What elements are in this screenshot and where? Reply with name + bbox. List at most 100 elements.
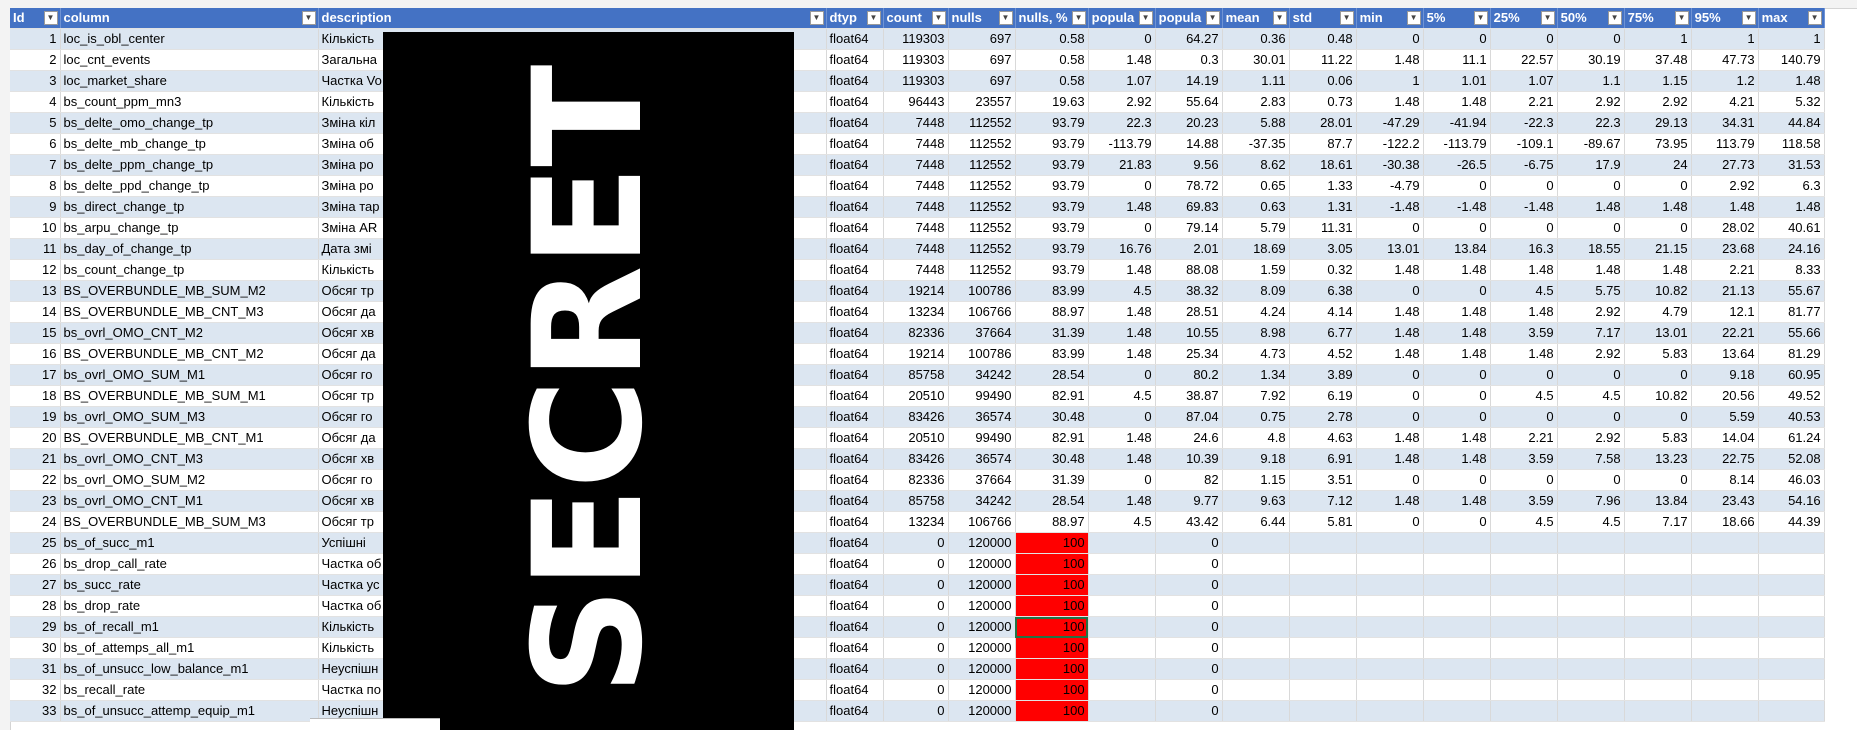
table-cell[interactable]: 1.48 bbox=[1088, 448, 1156, 470]
table-cell[interactable]: 1.15 bbox=[1624, 70, 1692, 92]
table-cell[interactable] bbox=[1088, 532, 1156, 554]
table-cell[interactable] bbox=[1691, 616, 1759, 638]
table-cell[interactable]: 0 bbox=[1557, 469, 1625, 491]
table-cell[interactable]: 12.1 bbox=[1691, 301, 1759, 323]
table-cell[interactable]: bs_ovrl_OMO_SUM_M1 bbox=[60, 364, 319, 386]
table-cell[interactable] bbox=[1356, 637, 1424, 659]
table-cell[interactable]: -113.79 bbox=[1423, 133, 1491, 155]
table-cell[interactable] bbox=[1758, 595, 1825, 617]
table-cell[interactable]: 1.07 bbox=[1088, 70, 1156, 92]
table-cell[interactable]: 0 bbox=[1088, 364, 1156, 386]
table-cell[interactable]: 22.57 bbox=[1490, 49, 1558, 71]
table-cell[interactable]: 112552 bbox=[948, 217, 1016, 239]
table-cell[interactable]: 0 bbox=[1423, 217, 1491, 239]
table-cell[interactable]: 54.16 bbox=[1758, 490, 1825, 512]
table-cell[interactable]: 13.01 bbox=[1624, 322, 1692, 344]
table-cell[interactable]: 0 bbox=[1088, 175, 1156, 197]
filter-dropdown-icon[interactable]: ▼ bbox=[998, 11, 1013, 25]
table-cell[interactable]: 13234 bbox=[883, 301, 949, 323]
table-cell[interactable]: 9.18 bbox=[1691, 364, 1759, 386]
table-cell[interactable]: 36574 bbox=[948, 406, 1016, 428]
table-cell[interactable]: 0 bbox=[883, 700, 949, 722]
table-cell[interactable]: 0 bbox=[1155, 658, 1223, 680]
table-cell[interactable]: bs_delte_ppd_change_tp bbox=[60, 175, 319, 197]
table-cell[interactable]: BS_OVERBUNDLE_MB_CNT_M2 bbox=[60, 343, 319, 365]
table-cell[interactable]: 1.48 bbox=[1691, 196, 1759, 218]
table-cell[interactable]: 11.22 bbox=[1289, 49, 1357, 71]
table-cell[interactable]: 2.21 bbox=[1490, 427, 1558, 449]
table-cell[interactable]: bs_of_unsucc_low_balance_m1 bbox=[60, 658, 319, 680]
table-cell[interactable]: float64 bbox=[826, 679, 884, 701]
table-cell[interactable]: 0 bbox=[1423, 175, 1491, 197]
table-cell[interactable] bbox=[1088, 637, 1156, 659]
table-cell[interactable]: 0 bbox=[1155, 700, 1223, 722]
table-cell[interactable]: 40.53 bbox=[1758, 406, 1825, 428]
table-cell[interactable]: 80.2 bbox=[1155, 364, 1223, 386]
table-cell[interactable]: BS_OVERBUNDLE_MB_SUM_M3 bbox=[60, 511, 319, 533]
table-cell[interactable]: 22.75 bbox=[1691, 448, 1759, 470]
table-cell[interactable]: 4.73 bbox=[1222, 343, 1290, 365]
table-cell[interactable] bbox=[1691, 700, 1759, 722]
table-cell[interactable]: -1.48 bbox=[1356, 196, 1424, 218]
column-header[interactable]: dtyp ▼ bbox=[826, 8, 884, 29]
table-cell[interactable] bbox=[1423, 679, 1491, 701]
table-cell[interactable]: 3.59 bbox=[1490, 490, 1558, 512]
table-cell[interactable]: 112552 bbox=[948, 238, 1016, 260]
table-cell[interactable]: 1.48 bbox=[1356, 490, 1424, 512]
table-cell[interactable]: 0.3 bbox=[1155, 49, 1223, 71]
table-cell[interactable]: 24.6 bbox=[1155, 427, 1223, 449]
table-cell[interactable]: 37664 bbox=[948, 469, 1016, 491]
table-cell[interactable]: loc_is_obl_center bbox=[60, 28, 319, 50]
table-cell[interactable]: float64 bbox=[826, 133, 884, 155]
table-cell[interactable]: 23.68 bbox=[1691, 238, 1759, 260]
table-cell[interactable]: 31.39 bbox=[1015, 469, 1089, 491]
table-cell[interactable]: 0 bbox=[1490, 217, 1558, 239]
table-cell[interactable]: 2.01 bbox=[1155, 238, 1223, 260]
table-cell[interactable]: 69.83 bbox=[1155, 196, 1223, 218]
table-cell[interactable]: float64 bbox=[826, 154, 884, 176]
table-cell[interactable]: 2.83 bbox=[1222, 91, 1290, 113]
table-cell[interactable]: 4 bbox=[10, 91, 61, 113]
table-cell[interactable]: 47.73 bbox=[1691, 49, 1759, 71]
table-cell[interactable] bbox=[1758, 658, 1825, 680]
table-cell[interactable]: 5.83 bbox=[1624, 427, 1692, 449]
table-cell[interactable]: 10 bbox=[10, 217, 61, 239]
table-cell[interactable] bbox=[1624, 658, 1692, 680]
table-cell[interactable]: 0 bbox=[1155, 532, 1223, 554]
table-cell[interactable] bbox=[1557, 553, 1625, 575]
table-cell[interactable]: 119303 bbox=[883, 49, 949, 71]
table-cell[interactable]: 64.27 bbox=[1155, 28, 1223, 50]
table-cell[interactable]: 32 bbox=[10, 679, 61, 701]
table-cell[interactable]: 88.08 bbox=[1155, 259, 1223, 281]
table-cell[interactable]: 1.48 bbox=[1088, 196, 1156, 218]
table-cell[interactable]: 31.39 bbox=[1015, 322, 1089, 344]
table-cell[interactable]: 106766 bbox=[948, 511, 1016, 533]
table-cell[interactable] bbox=[1691, 553, 1759, 575]
filter-dropdown-icon[interactable]: ▼ bbox=[1205, 11, 1220, 25]
table-cell[interactable] bbox=[1691, 658, 1759, 680]
table-cell[interactable]: 0 bbox=[883, 637, 949, 659]
filter-dropdown-icon[interactable]: ▼ bbox=[1071, 11, 1086, 25]
table-cell[interactable]: 99490 bbox=[948, 427, 1016, 449]
table-cell[interactable]: 1.48 bbox=[1624, 259, 1692, 281]
table-cell[interactable]: float64 bbox=[826, 343, 884, 365]
table-cell[interactable]: 4.79 bbox=[1624, 301, 1692, 323]
table-cell[interactable]: 24.16 bbox=[1758, 238, 1825, 260]
table-cell[interactable]: 44.39 bbox=[1758, 511, 1825, 533]
table-cell[interactable]: 100 bbox=[1015, 637, 1089, 659]
table-cell[interactable]: 10.82 bbox=[1624, 280, 1692, 302]
table-cell[interactable]: 6.44 bbox=[1222, 511, 1290, 533]
table-cell[interactable]: 0 bbox=[883, 658, 949, 680]
table-cell[interactable]: 0 bbox=[1624, 175, 1692, 197]
table-cell[interactable]: 2.92 bbox=[1557, 343, 1625, 365]
table-cell[interactable]: 2.92 bbox=[1557, 301, 1625, 323]
table-cell[interactable]: 2.21 bbox=[1490, 91, 1558, 113]
table-cell[interactable]: 4.14 bbox=[1289, 301, 1357, 323]
table-cell[interactable]: 28 bbox=[10, 595, 61, 617]
table-cell[interactable]: float64 bbox=[826, 406, 884, 428]
table-cell[interactable]: 4.5 bbox=[1490, 280, 1558, 302]
table-cell[interactable]: 3.59 bbox=[1490, 322, 1558, 344]
table-cell[interactable] bbox=[1356, 658, 1424, 680]
table-cell[interactable]: 1.48 bbox=[1423, 490, 1491, 512]
table-cell[interactable]: float64 bbox=[826, 49, 884, 71]
